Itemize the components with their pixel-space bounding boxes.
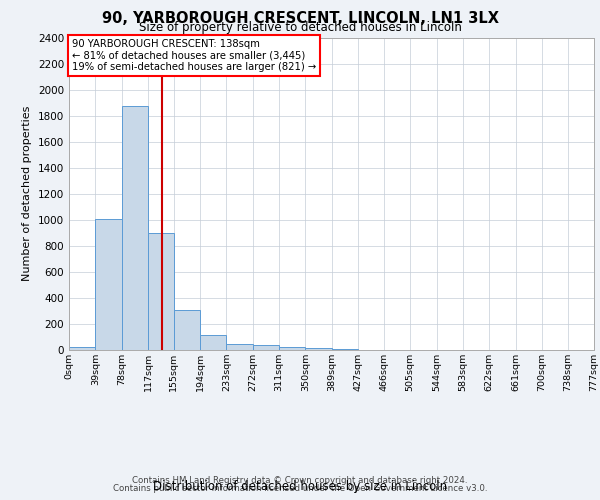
Bar [148, 233, 174, 350]
Text: 90, YARBOROUGH CRESCENT, LINCOLN, LN1 3LX: 90, YARBOROUGH CRESCENT, LINCOLN, LN1 3L… [101, 11, 499, 26]
Bar [253, 345, 279, 350]
Bar [122, 106, 148, 350]
Text: Contains public sector information licensed under the Open Government Licence v3: Contains public sector information licen… [113, 484, 487, 493]
Bar [305, 348, 332, 350]
Bar [174, 310, 200, 350]
Text: Distribution of detached houses by size in Lincoln: Distribution of detached houses by size … [153, 480, 447, 493]
Bar [200, 336, 226, 350]
Bar [332, 348, 358, 350]
Bar [226, 344, 253, 350]
Bar [69, 348, 95, 350]
Y-axis label: Number of detached properties: Number of detached properties [22, 106, 32, 282]
Text: Contains HM Land Registry data © Crown copyright and database right 2024.: Contains HM Land Registry data © Crown c… [132, 476, 468, 485]
Text: Size of property relative to detached houses in Lincoln: Size of property relative to detached ho… [139, 22, 461, 35]
Bar [279, 347, 305, 350]
Bar [95, 219, 122, 350]
Text: 90 YARBOROUGH CRESCENT: 138sqm
← 81% of detached houses are smaller (3,445)
19% : 90 YARBOROUGH CRESCENT: 138sqm ← 81% of … [72, 39, 316, 72]
